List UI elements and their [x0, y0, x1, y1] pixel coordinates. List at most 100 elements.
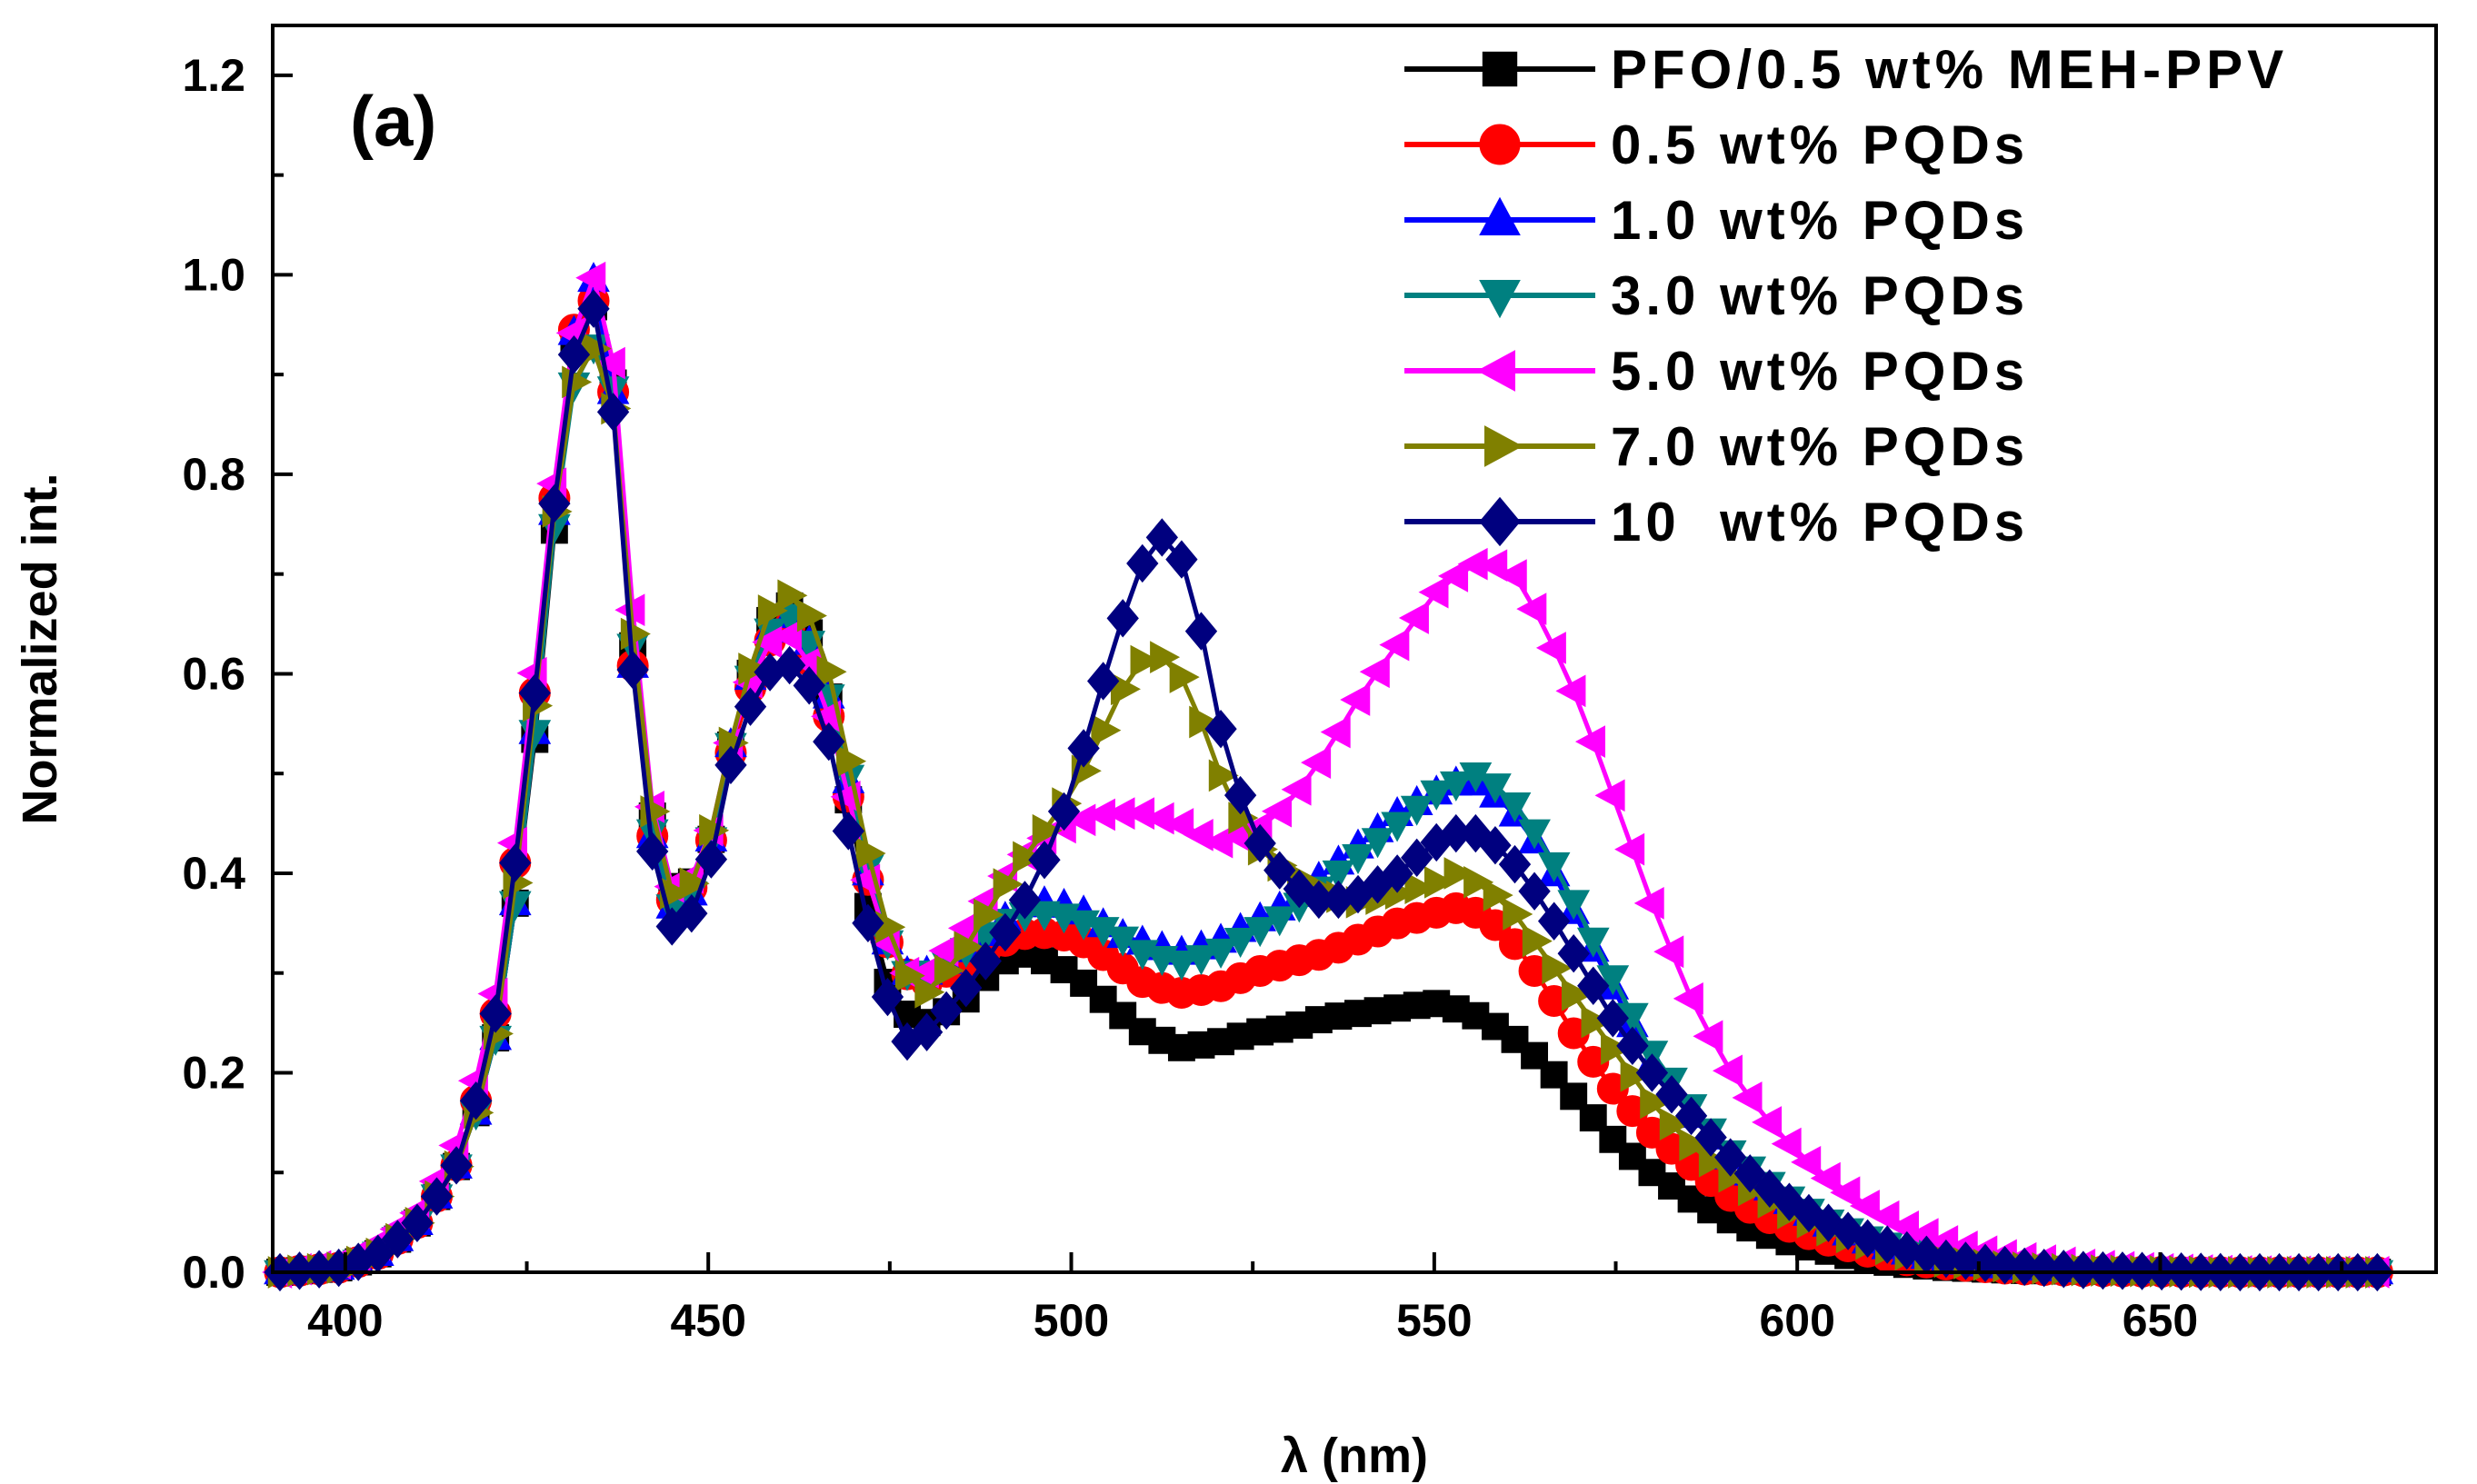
- data-point: [1732, 1081, 1763, 1114]
- data-point: [1359, 655, 1390, 689]
- data-point: [1891, 1230, 1923, 1270]
- data-point: [1498, 792, 1532, 822]
- x-tick-label: 500: [1034, 1295, 1109, 1346]
- data-point: [1130, 644, 1161, 678]
- data-point: [1032, 813, 1063, 847]
- series-layer: [262, 261, 2396, 1292]
- data-point: [1577, 966, 1610, 1005]
- data-point: [596, 393, 630, 432]
- data-point: [1616, 1026, 1649, 1066]
- data-point: [1340, 683, 1371, 716]
- data-point: [1620, 1059, 1651, 1092]
- data-point: [1438, 560, 1469, 593]
- legend-label: 1.0 wt% PQDs: [1611, 190, 2029, 251]
- x-tick-label: 450: [670, 1295, 745, 1346]
- data-point: [420, 1177, 454, 1216]
- legend-item: 3.0 wt% PQDs: [1404, 265, 2024, 326]
- legend-marker: [1482, 51, 1518, 87]
- data-point: [1261, 794, 1292, 828]
- data-point: [1263, 906, 1296, 937]
- data-point: [1165, 951, 1198, 981]
- data-point: [381, 1220, 414, 1259]
- data-point: [950, 969, 983, 1008]
- data-point: [1224, 928, 1257, 959]
- data-point: [1401, 838, 1433, 878]
- data-point: [1576, 927, 1610, 958]
- data-point: [1673, 981, 1703, 1015]
- legend-item: 7.0 wt% PQDs: [1404, 416, 2024, 477]
- data-point: [989, 912, 1022, 952]
- data-point: [1698, 1144, 1729, 1178]
- data-point: [1483, 879, 1513, 911]
- y-tick-label: 1.0: [182, 249, 245, 300]
- data-point: [557, 335, 591, 374]
- data-point: [1659, 1108, 1690, 1140]
- data-point: [1381, 854, 1413, 893]
- data-point: [1930, 1239, 1963, 1279]
- data-point: [1208, 759, 1239, 792]
- data-point: [1145, 518, 1179, 557]
- data-point: [1771, 1127, 1802, 1160]
- data-point: [1013, 841, 1044, 874]
- data-point: [1189, 705, 1220, 739]
- data-point: [1791, 1145, 1822, 1179]
- data-point: [1561, 979, 1592, 1011]
- data-point: [575, 261, 606, 294]
- data-point: [930, 991, 963, 1031]
- axes-layer: 400 450 500 550 600 650 0.0 0.2 0.4 0.6 0.8 1.0 1.2: [182, 50, 2344, 1346]
- data-point: [1537, 901, 1571, 941]
- data-point: [1694, 1118, 1727, 1157]
- data-point: [796, 599, 827, 632]
- legend-item: 1.0 wt% PQDs: [1404, 190, 2029, 251]
- data-point: [894, 959, 925, 992]
- data-point: [934, 954, 964, 987]
- legend-item: 10 wt% PQDs: [1404, 492, 2024, 553]
- x-tick-label: 400: [307, 1295, 383, 1346]
- data-point: [1557, 934, 1590, 973]
- legend-marker: [1476, 350, 1515, 392]
- data-point: [1640, 1086, 1671, 1120]
- legend-marker: [1479, 280, 1521, 319]
- data-point: [836, 744, 867, 778]
- data-point: [1047, 792, 1081, 832]
- data-point: [1535, 632, 1566, 664]
- data-point: [1614, 832, 1645, 866]
- series-7: [264, 289, 2393, 1292]
- data-point: [734, 687, 767, 726]
- data-point: [1869, 1200, 1900, 1233]
- data-point: [1712, 1054, 1743, 1088]
- data-point: [1849, 1190, 1880, 1222]
- data-point: [499, 843, 532, 882]
- data-point: [1320, 715, 1351, 749]
- y-tick-label: 0.8: [182, 449, 245, 500]
- data-point: [1679, 1129, 1710, 1161]
- data-point: [1243, 917, 1277, 948]
- x-axis-title: λ (nm): [1281, 1429, 1428, 1483]
- data-point: [1126, 543, 1159, 583]
- data-point: [773, 645, 806, 685]
- data-point: [757, 594, 788, 627]
- data-point: [1503, 898, 1533, 931]
- data-point: [1106, 599, 1139, 638]
- data-point: [479, 994, 512, 1033]
- data-point: [594, 346, 625, 380]
- y-tick-label: 0.0: [182, 1247, 245, 1298]
- data-point: [1479, 773, 1512, 804]
- data-point: [1949, 1241, 1983, 1280]
- data-point: [1263, 851, 1296, 890]
- data-point: [852, 903, 884, 943]
- data-point: [855, 837, 886, 870]
- data-point: [518, 673, 551, 712]
- data-point: [1618, 1142, 1646, 1170]
- data-point: [1555, 674, 1586, 708]
- data-point: [1810, 1161, 1841, 1195]
- legend-item: 5.0 wt% PQDs: [1404, 341, 2024, 402]
- data-point: [974, 898, 1004, 931]
- data-point: [1204, 938, 1237, 969]
- data-point: [459, 1081, 493, 1120]
- data-point: [636, 832, 669, 871]
- data-point: [1203, 825, 1234, 859]
- data-point: [1463, 865, 1494, 899]
- legend-marker: [1484, 425, 1523, 467]
- legend-marker: [1479, 496, 1521, 547]
